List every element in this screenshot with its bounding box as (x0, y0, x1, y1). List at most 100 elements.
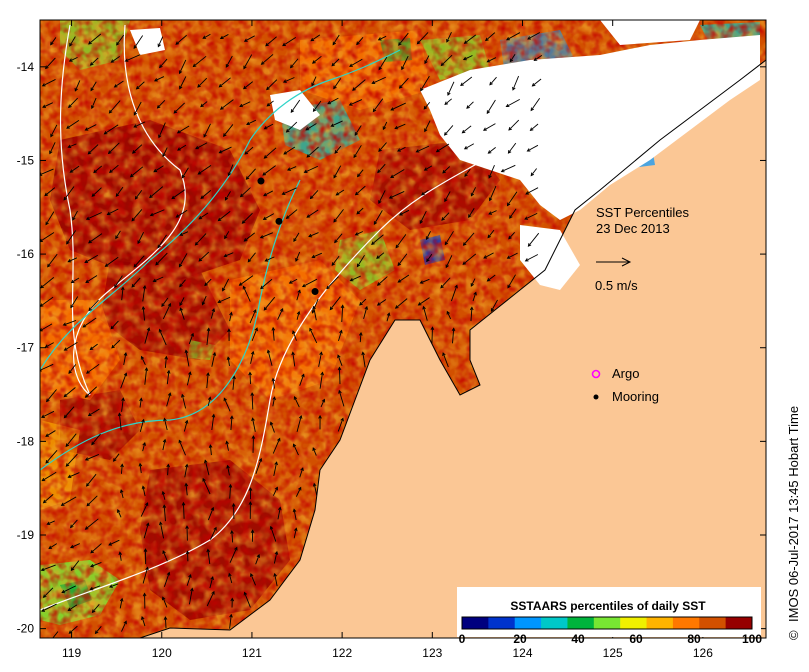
current-vector (162, 438, 167, 451)
current-vector (306, 209, 319, 218)
current-vector (333, 165, 342, 179)
current-vector (486, 57, 497, 63)
current-vector (178, 439, 186, 456)
current-vector (62, 319, 77, 326)
current-vector (225, 440, 229, 451)
current-vector (142, 441, 146, 452)
current-vector (507, 142, 517, 154)
current-vector (209, 576, 214, 589)
current-vector (202, 477, 211, 495)
current-vector (40, 323, 53, 332)
current-vector (110, 55, 120, 63)
current-vector (424, 120, 431, 133)
current-vector (159, 521, 165, 539)
current-vector (225, 55, 233, 68)
current-vector (353, 145, 362, 159)
current-vector (444, 231, 454, 246)
current-vector (290, 99, 301, 113)
current-vector (361, 351, 366, 368)
current-vector (40, 410, 55, 418)
current-vector (333, 209, 344, 223)
current-vector (277, 506, 282, 520)
current-vector (397, 146, 406, 152)
map-title-line2: 23 Dec 2013 (596, 221, 670, 236)
current-vector (141, 485, 146, 497)
current-vector (430, 326, 435, 344)
current-vector (247, 252, 256, 263)
current-vector (207, 506, 215, 521)
current-vector (435, 143, 450, 153)
colorbar-swatch (593, 617, 621, 629)
current-vector (227, 164, 234, 177)
current-vector (229, 415, 234, 431)
current-vector (184, 463, 189, 478)
current-vector (45, 57, 56, 70)
current-vector (312, 305, 317, 321)
no-data-area (130, 28, 165, 55)
current-vector (67, 257, 78, 263)
current-vector (195, 142, 208, 150)
current-vector (486, 274, 496, 282)
current-vector (397, 253, 408, 267)
current-vector (198, 251, 210, 262)
current-vector (363, 305, 369, 319)
colorbar-swatch (567, 617, 595, 629)
current-vector (395, 234, 407, 249)
current-vector (239, 187, 251, 198)
current-vector (390, 102, 406, 111)
current-vector (398, 77, 409, 89)
current-vector (285, 209, 298, 219)
current-vector (40, 363, 54, 372)
current-vector (175, 209, 188, 218)
current-vector (373, 210, 383, 225)
current-vector (372, 98, 384, 113)
current-vector (371, 234, 384, 245)
current-vector (84, 124, 97, 131)
current-vector (84, 386, 98, 398)
current-vector (489, 76, 497, 86)
current-vector (468, 208, 475, 219)
current-vector (470, 278, 476, 287)
current-vector (447, 81, 455, 96)
current-vector (186, 371, 192, 386)
current-vector (271, 377, 276, 389)
current-vector (70, 543, 80, 549)
colorbar-tick-label: 60 (629, 632, 643, 646)
current-vector (531, 78, 542, 87)
current-vector (206, 590, 215, 607)
current-vector (120, 463, 124, 474)
current-vector (94, 626, 102, 635)
current-vector (66, 230, 77, 245)
current-vector (217, 296, 231, 304)
current-vector (141, 305, 146, 321)
current-vector (283, 146, 296, 155)
current-vector (490, 299, 498, 312)
current-vector (115, 230, 121, 240)
current-vector (469, 306, 474, 322)
current-vector (250, 529, 255, 542)
current-vector (330, 120, 343, 127)
map-plot-area (40, 20, 766, 638)
current-vector (273, 550, 279, 564)
current-vector (466, 101, 474, 109)
current-vector (246, 119, 257, 126)
current-vector (131, 277, 141, 288)
current-vector (312, 447, 317, 456)
current-vector (299, 467, 304, 478)
current-vector (326, 276, 339, 290)
current-vector (445, 255, 453, 269)
current-vector (93, 165, 103, 174)
lat-tick-label: -17 (17, 341, 35, 355)
current-vector (424, 55, 430, 65)
current-vector (262, 165, 276, 176)
isobath-white (40, 149, 501, 611)
current-vector (87, 408, 100, 417)
current-vector (463, 143, 475, 150)
isobath-white (73, 24, 186, 396)
current-vector (86, 473, 97, 487)
current-vector (527, 32, 541, 40)
current-vector (206, 548, 211, 564)
lon-tick-label: 123 (422, 646, 442, 660)
current-vector (533, 55, 543, 61)
